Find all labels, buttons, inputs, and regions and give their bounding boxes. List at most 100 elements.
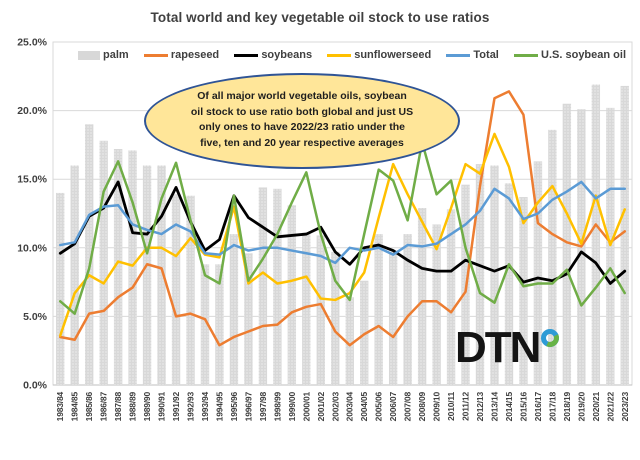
bar-2003/04 — [345, 297, 354, 385]
x-tick-label: 2016/17 — [533, 392, 543, 422]
legend-item-us-soybean-oil: U.S. soybean oil — [514, 49, 626, 61]
x-tick-label: 1997/98 — [258, 392, 268, 422]
bar-1995/96 — [229, 234, 239, 385]
x-tick-label: 2023/23 — [620, 392, 630, 422]
legend-label: sunflowerseed — [354, 49, 432, 61]
x-tick-label: 2004/05 — [359, 392, 369, 422]
x-tick-label: 1988/89 — [128, 392, 138, 422]
bar-2014/15 — [504, 183, 514, 385]
bar-2002/03 — [331, 251, 340, 385]
x-tick-label: 2011/12 — [461, 392, 471, 421]
bar-2007/08 — [403, 234, 412, 385]
legend-label: U.S. soybean oil — [541, 49, 626, 61]
y-tick-label: 10.0% — [17, 242, 47, 254]
y-tick-label: 5.0% — [23, 311, 48, 323]
x-tick-label: 2001/02 — [316, 392, 326, 422]
y-tick-label: 15.0% — [17, 174, 47, 186]
x-tick-label: 1993/94 — [200, 392, 210, 422]
annotation-line: only ones to have 2022/23 ratio under th… — [199, 121, 405, 133]
bar-2010/11 — [446, 209, 456, 385]
bar-2015/16 — [519, 197, 528, 385]
legend-item-sunflowerseed: sunflowerseed — [327, 49, 431, 61]
x-tick-label: 1990/91 — [157, 392, 167, 422]
x-tick-label: 1991/92 — [171, 392, 181, 422]
bar-2001/02 — [316, 235, 325, 385]
x-tick-label: 2005/06 — [374, 392, 384, 422]
bar-1997/98 — [258, 187, 268, 385]
x-tick-label: 1999/00 — [287, 392, 297, 422]
bar-2005/06 — [374, 234, 383, 385]
annotation-line: Of all major world vegetable oils, soybe… — [197, 90, 407, 102]
bar-1988/89 — [128, 150, 137, 385]
x-tick-label: 1989/90 — [142, 392, 152, 422]
legend-label: soybeans — [261, 49, 313, 61]
legend-item-total: Total — [446, 49, 499, 61]
x-tick-label: 2017/18 — [547, 392, 557, 422]
legend-item-soybeans: soybeans — [234, 49, 312, 61]
bar-1986/87 — [99, 140, 108, 385]
x-tick-label: 2012/13 — [475, 392, 485, 422]
total-legend-line — [446, 53, 471, 57]
y-tick-label: 0.0% — [23, 380, 48, 392]
bar-1991/92 — [171, 194, 181, 385]
x-tick-label: 2013/14 — [489, 392, 499, 422]
bar-1994/95 — [215, 264, 224, 385]
annotation-line: oil stock to use ratio both global and j… — [190, 105, 414, 118]
sunflowerseed-legend-line — [327, 53, 352, 57]
legend-label: palm — [103, 49, 129, 61]
dtn-logo-text: DTN — [455, 323, 541, 372]
x-tick-label: 1992/93 — [186, 392, 196, 422]
x-tick-label: 1996/97 — [243, 392, 253, 422]
dtn-degree-icon — [541, 329, 560, 347]
x-tick-label: 2007/08 — [403, 392, 413, 422]
bar-2006/07 — [388, 251, 398, 385]
bar-1987/88 — [113, 149, 123, 385]
bar-2020/21 — [591, 84, 601, 386]
bar-2009/10 — [432, 224, 441, 385]
y-tick-label: 20.0% — [17, 105, 47, 117]
bar-2018/19 — [562, 103, 572, 386]
bar-1984/85 — [70, 165, 79, 385]
legend-label: Total — [473, 49, 499, 61]
x-tick-label: 1985/86 — [84, 392, 94, 422]
x-tick-label: 1987/88 — [113, 392, 123, 422]
x-tick-label: 1984/85 — [70, 392, 80, 422]
y-tick-label: 25.0% — [17, 37, 47, 49]
bar-2023/23 — [620, 85, 629, 386]
bar-1989/90 — [142, 165, 152, 385]
bar-1996/97 — [244, 253, 253, 385]
line-u-s-soybean-oil — [58, 140, 627, 315]
x-tick-label: 2006/07 — [388, 392, 398, 422]
us-soybean-oil-legend-line — [514, 53, 539, 57]
x-tick-label: 2002/03 — [330, 392, 340, 422]
bar-1990/91 — [157, 165, 166, 385]
x-tick-label: 1986/87 — [99, 392, 109, 422]
x-tick-label: 2019/20 — [576, 392, 586, 422]
dtn-logo: DTN — [455, 326, 560, 370]
chart-title: Total world and key vegetable oil stock … — [150, 10, 490, 25]
x-tick-label: 2009/10 — [432, 392, 442, 422]
annotation-callout: Of all major world vegetable oils, soybe… — [144, 73, 460, 169]
line-sunflowerseed — [58, 132, 627, 337]
legend-item-rapeseed: rapeseed — [143, 49, 220, 61]
bar-1999/00 — [287, 205, 297, 385]
x-tick-label: 2003/04 — [345, 392, 355, 422]
soybeans-legend-line — [234, 53, 259, 57]
bar-2000/01 — [302, 232, 311, 385]
bar-2008/09 — [417, 208, 427, 385]
bar-2017/18 — [548, 129, 557, 385]
x-tick-label: 2014/15 — [504, 392, 514, 422]
x-tick-label: 2018/19 — [562, 392, 572, 422]
x-tick-label: 2000/01 — [301, 392, 311, 422]
line-rapeseed — [58, 90, 627, 347]
chart-legend: palm rapeseed soybeans sunflowerseed Tot… — [78, 47, 626, 63]
annotation-text: Of all major world vegetable oils, soybe… — [146, 89, 458, 151]
bar-2021/22 — [606, 107, 615, 385]
bar-2013/14 — [490, 165, 499, 385]
bar-1992/93 — [186, 195, 195, 385]
x-tick-label: 2008/09 — [417, 392, 427, 422]
legend-label: rapeseed — [170, 49, 220, 61]
bar-2016/17 — [533, 161, 543, 385]
x-tick-label: 1983/84 — [55, 392, 65, 422]
